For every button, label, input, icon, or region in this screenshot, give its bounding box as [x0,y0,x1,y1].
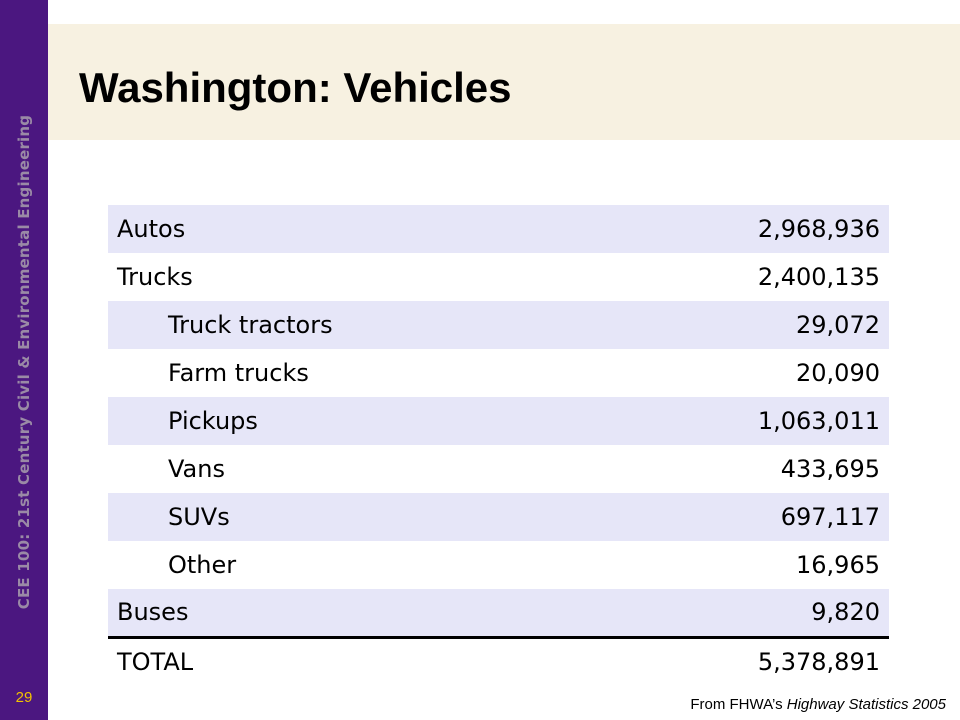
source-note: From FHWA’s Highway Statistics 2005 [690,696,946,713]
table-row-buses: Buses 9,820 [108,589,889,637]
row-label: Truck tractors [168,311,333,339]
row-value: 29,072 [796,311,880,339]
title-band [48,24,960,140]
row-label: Buses [117,598,189,627]
source-title: Highway Statistics 2005 [786,696,946,713]
row-label: Autos [117,215,186,243]
vehicle-table: Autos 2,968,936 Trucks 2,400,135 Truck t… [108,205,889,685]
table-row-truck-tractors: Truck tractors 29,072 [108,301,889,349]
row-value: 697,117 [780,503,880,531]
table-row-autos: Autos 2,968,936 [108,205,889,253]
row-label: Vans [168,455,225,483]
table-row-total: TOTAL 5,378,891 [108,637,889,685]
table-row-pickups: Pickups 1,063,011 [108,397,889,445]
row-value: 20,090 [796,359,880,387]
table-row-other: Other 16,965 [108,541,889,589]
table-row-farm-trucks: Farm trucks 20,090 [108,349,889,397]
source-prefix: From FHWA’s [690,696,787,713]
table-row-suvs: SUVs 697,117 [108,493,889,541]
row-value: 5,378,891 [757,647,880,676]
row-label: Trucks [117,263,193,291]
row-label: SUVs [168,503,230,531]
sidebar: CEE 100: 21st Century Civil & Environmen… [0,0,48,720]
row-value: 2,968,936 [757,215,880,243]
course-title-vertical: CEE 100: 21st Century Civil & Environmen… [15,114,33,610]
table-row-trucks: Trucks 2,400,135 [108,253,889,301]
row-value: 16,965 [796,551,880,579]
row-label: Farm trucks [168,359,309,387]
row-value: 2,400,135 [757,263,880,291]
row-label: TOTAL [117,647,194,676]
row-label: Other [168,551,237,579]
row-value: 433,695 [780,455,880,483]
row-label: Pickups [168,407,258,435]
slide-number: 29 [15,689,33,706]
page-title: Washington: Vehicles [79,64,512,111]
row-value: 1,063,011 [757,407,880,435]
row-value: 9,820 [811,598,880,627]
table-row-vans: Vans 433,695 [108,445,889,493]
